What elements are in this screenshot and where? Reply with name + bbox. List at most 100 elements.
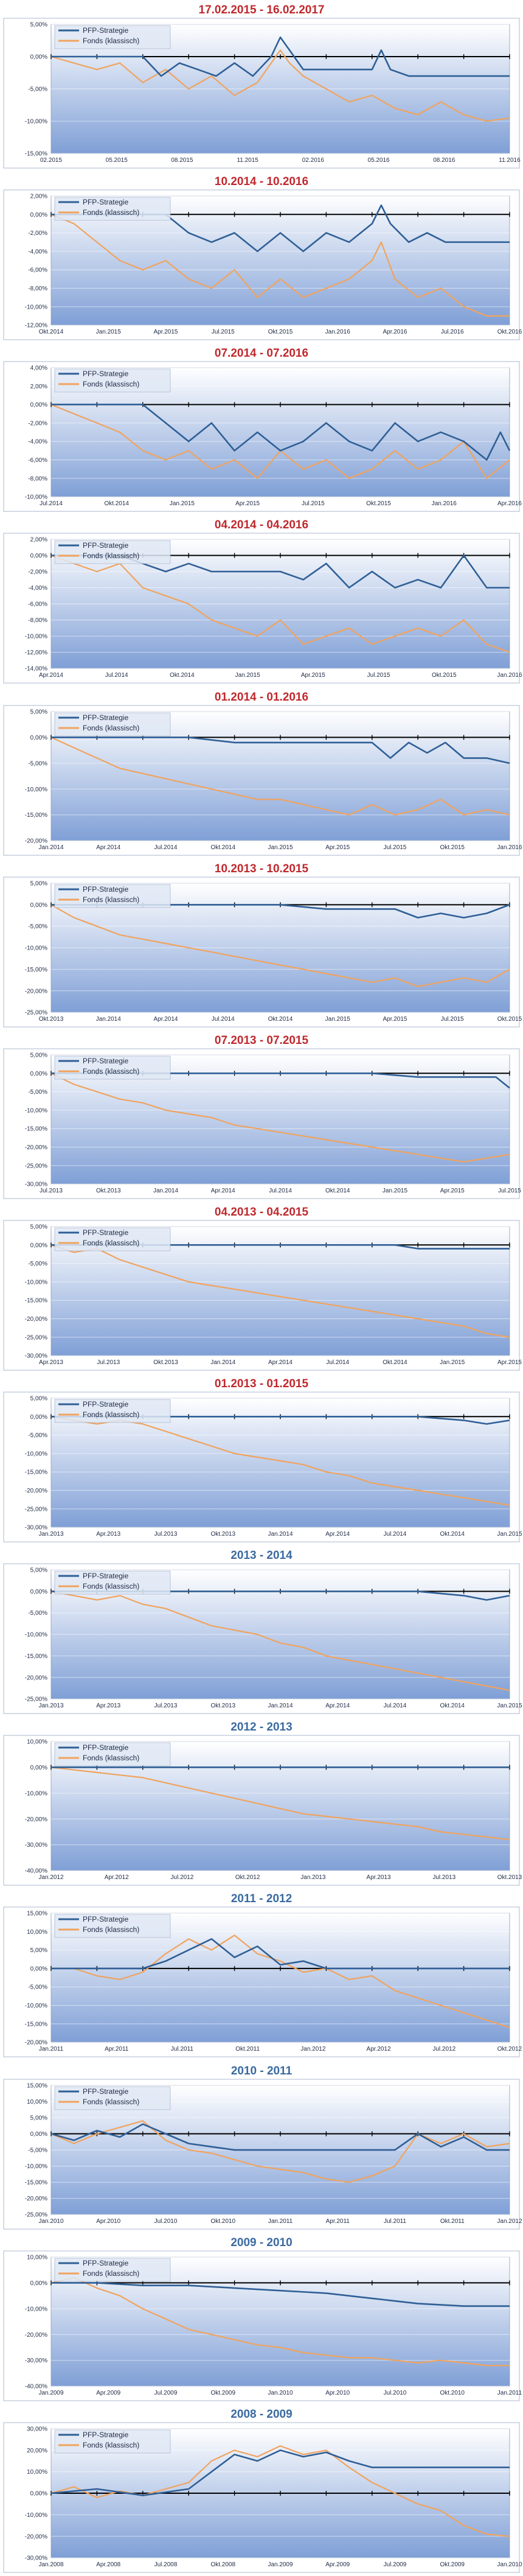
x-tick-label: Jul.2014 [384, 1531, 407, 1538]
y-tick-label: -10,00% [25, 1632, 47, 1639]
x-tick-label: Jan.2016 [497, 844, 522, 851]
y-tick-label: 5,00% [30, 1052, 47, 1059]
y-tick-label: -10,00% [25, 786, 47, 793]
series-line-fonds [50, 555, 510, 654]
x-tick-label: Jan.2014 [268, 1703, 293, 1709]
x-tick-label: Okt.2014 [268, 1016, 293, 1023]
y-tick-label: -5,00% [28, 2147, 47, 2154]
series-line-fonds [50, 904, 510, 987]
x-tick-label: Jan.2011 [497, 2390, 522, 2396]
legend-label: PFP-Strategie [83, 1572, 129, 1580]
y-tick-label: 0,00% [30, 54, 47, 61]
x-tick-label: Jul.2013 [97, 1359, 120, 1366]
legend-label: PFP-Strategie [83, 1057, 129, 1065]
series-line-fonds [51, 1934, 510, 2029]
y-tick-label: -20,00% [25, 2040, 47, 2046]
x-tick-label: Jul.2015 [441, 1016, 464, 1023]
x-tick-label: Okt.2014 [170, 673, 195, 679]
legend-label: PFP-Strategie [83, 885, 129, 894]
y-tick-label: 5,00% [30, 709, 47, 715]
x-tick-label: Apr.2015 [440, 1188, 465, 1194]
y-tick-label: -30,00% [25, 1525, 47, 1531]
x-tick-label: Apr.2014 [96, 844, 120, 851]
y-tick-label: -15,00% [25, 1126, 47, 1133]
y-tick-label: 15,00% [27, 2082, 47, 2089]
x-tick-label: Jan.2012 [38, 1874, 64, 1881]
x-tick-label: Apr.2014 [325, 1531, 350, 1538]
y-tick-label: -20,00% [25, 1316, 47, 1323]
x-tick-label: Apr.2011 [105, 2046, 129, 2053]
x-tick-label: Apr.2014 [154, 1016, 178, 1023]
y-tick-label: -4,00% [28, 249, 47, 256]
legend-label: PFP-Strategie [83, 369, 129, 378]
legend-label: Fonds (klassisch) [83, 2441, 139, 2449]
x-tick-label: Okt.2014 [325, 1188, 350, 1194]
legend-box [54, 2429, 171, 2454]
x-tick-label: Jan.2014 [96, 1016, 122, 1023]
chart-svg: 2010 - 2011 15,00% 10,00% 5,00% 0,00% -5,00% -… [3, 2065, 522, 2230]
y-tick-label: 5,00% [30, 1223, 47, 1230]
y-tick-label: -20,00% [25, 2196, 47, 2202]
y-tick-label: 0,00% [30, 1966, 47, 1973]
chart-panel: 10.2014 - 10.2016 2,00% 0,00% -2,00% -4,00% -… [0, 172, 523, 343]
legend-label: Fonds (klassisch) [83, 380, 139, 388]
y-tick-label: -2,00% [28, 421, 47, 427]
x-tick-label: Jul.2014 [40, 500, 63, 507]
chart-panel: 2013 - 2014 5,00% 0,00% -5,00% -10,00% -15,00… [0, 1545, 523, 1717]
chart-panel: 2010 - 2011 15,00% 10,00% 5,00% 0,00% -5,00% -… [0, 2061, 523, 2233]
y-tick-label: -15,00% [25, 2021, 47, 2028]
y-tick-label: -5,00% [28, 923, 47, 930]
y-tick-label: -25,00% [25, 1163, 47, 1169]
x-tick-label: Okt.2014 [383, 1359, 407, 1366]
x-tick-label: 11.2016 [499, 157, 521, 164]
chart-panel: 04.2013 - 04.2015 5,00% 0,00% -5,00% -10,00%… [0, 1202, 523, 1374]
y-tick-label: -15,00% [25, 2179, 47, 2186]
x-tick-label: Apr.2012 [105, 1874, 129, 1881]
y-tick-label: -5,00% [28, 760, 47, 767]
x-tick-label: Jul.2011 [171, 2046, 193, 2053]
x-tick-label: Jul.2013 [154, 1531, 178, 1538]
x-tick-label: Jul.2014 [105, 673, 128, 679]
x-tick-label: Apr.2015 [154, 329, 178, 335]
x-tick-label: Apr.2016 [497, 500, 522, 507]
y-tick-label: -20,00% [25, 1488, 47, 1494]
chart-title: 17.02.2015 - 16.02.2017 [199, 4, 325, 16]
chart-panel: 07.2014 - 07.2016 4,00% 2,00% 0,00% -2,00% -4… [0, 343, 523, 515]
x-tick-label: Jul.2013 [432, 1874, 455, 1881]
y-tick-label: -20,00% [25, 1816, 47, 1823]
chart-panel: 17.02.2015 - 16.02.2017 5,00% 0,00% -5,00% -… [0, 0, 523, 172]
x-tick-label: Jan.2015 [440, 1359, 465, 1366]
x-tick-label: Okt.2013 [96, 1188, 121, 1194]
y-tick-label: 0,00% [30, 1071, 47, 1077]
x-tick-label: Apr.2014 [325, 1703, 350, 1709]
series-line-fonds [50, 736, 510, 816]
y-tick-label: -8,00% [28, 617, 47, 624]
series-line-strategie [51, 36, 510, 77]
x-tick-label: Jul.2011 [384, 2218, 406, 2225]
chart-svg: 04.2013 - 04.2015 5,00% 0,00% -5,00% -10,00%… [3, 1206, 522, 1371]
y-tick-label: 10,00% [27, 1739, 47, 1746]
x-tick-label: Jan.2015 [96, 329, 122, 335]
legend-box [54, 2086, 171, 2110]
x-tick-label: Jan.2012 [497, 2218, 522, 2225]
x-tick-label: Jan.2014 [210, 1359, 236, 1366]
series-line-strategie [51, 736, 510, 764]
y-tick-label: 0,00% [30, 402, 47, 408]
legend-label: PFP-Strategie [83, 2259, 129, 2267]
y-tick-label: -20,00% [25, 988, 47, 995]
x-tick-label: Jan.2011 [39, 2046, 64, 2053]
legend-label: Fonds (klassisch) [83, 1239, 139, 1247]
x-tick-label: Apr.2013 [96, 1531, 120, 1538]
y-tick-label: 2,00% [30, 194, 47, 200]
x-tick-label: Apr.2013 [39, 1359, 63, 1366]
x-tick-label: Okt.2014 [440, 1531, 465, 1538]
x-tick-label: Jan.2013 [300, 1874, 326, 1881]
y-tick-label: 20,00% [27, 2448, 47, 2454]
legend-label: Fonds (klassisch) [83, 895, 139, 904]
chart-panel: 2008 - 2009 30,00% 20,00% 10,00% 0,00% -10,00… [0, 2404, 523, 2576]
chart-svg: 2009 - 2010 10,00% 0,00% -10,00% -20,00% -30,… [3, 2236, 522, 2401]
y-tick-label: 0,00% [30, 902, 47, 909]
y-tick-label: -12,00% [25, 650, 47, 657]
chart-title: 2012 - 2013 [230, 1721, 292, 1734]
y-tick-label: 5,00% [30, 21, 47, 28]
